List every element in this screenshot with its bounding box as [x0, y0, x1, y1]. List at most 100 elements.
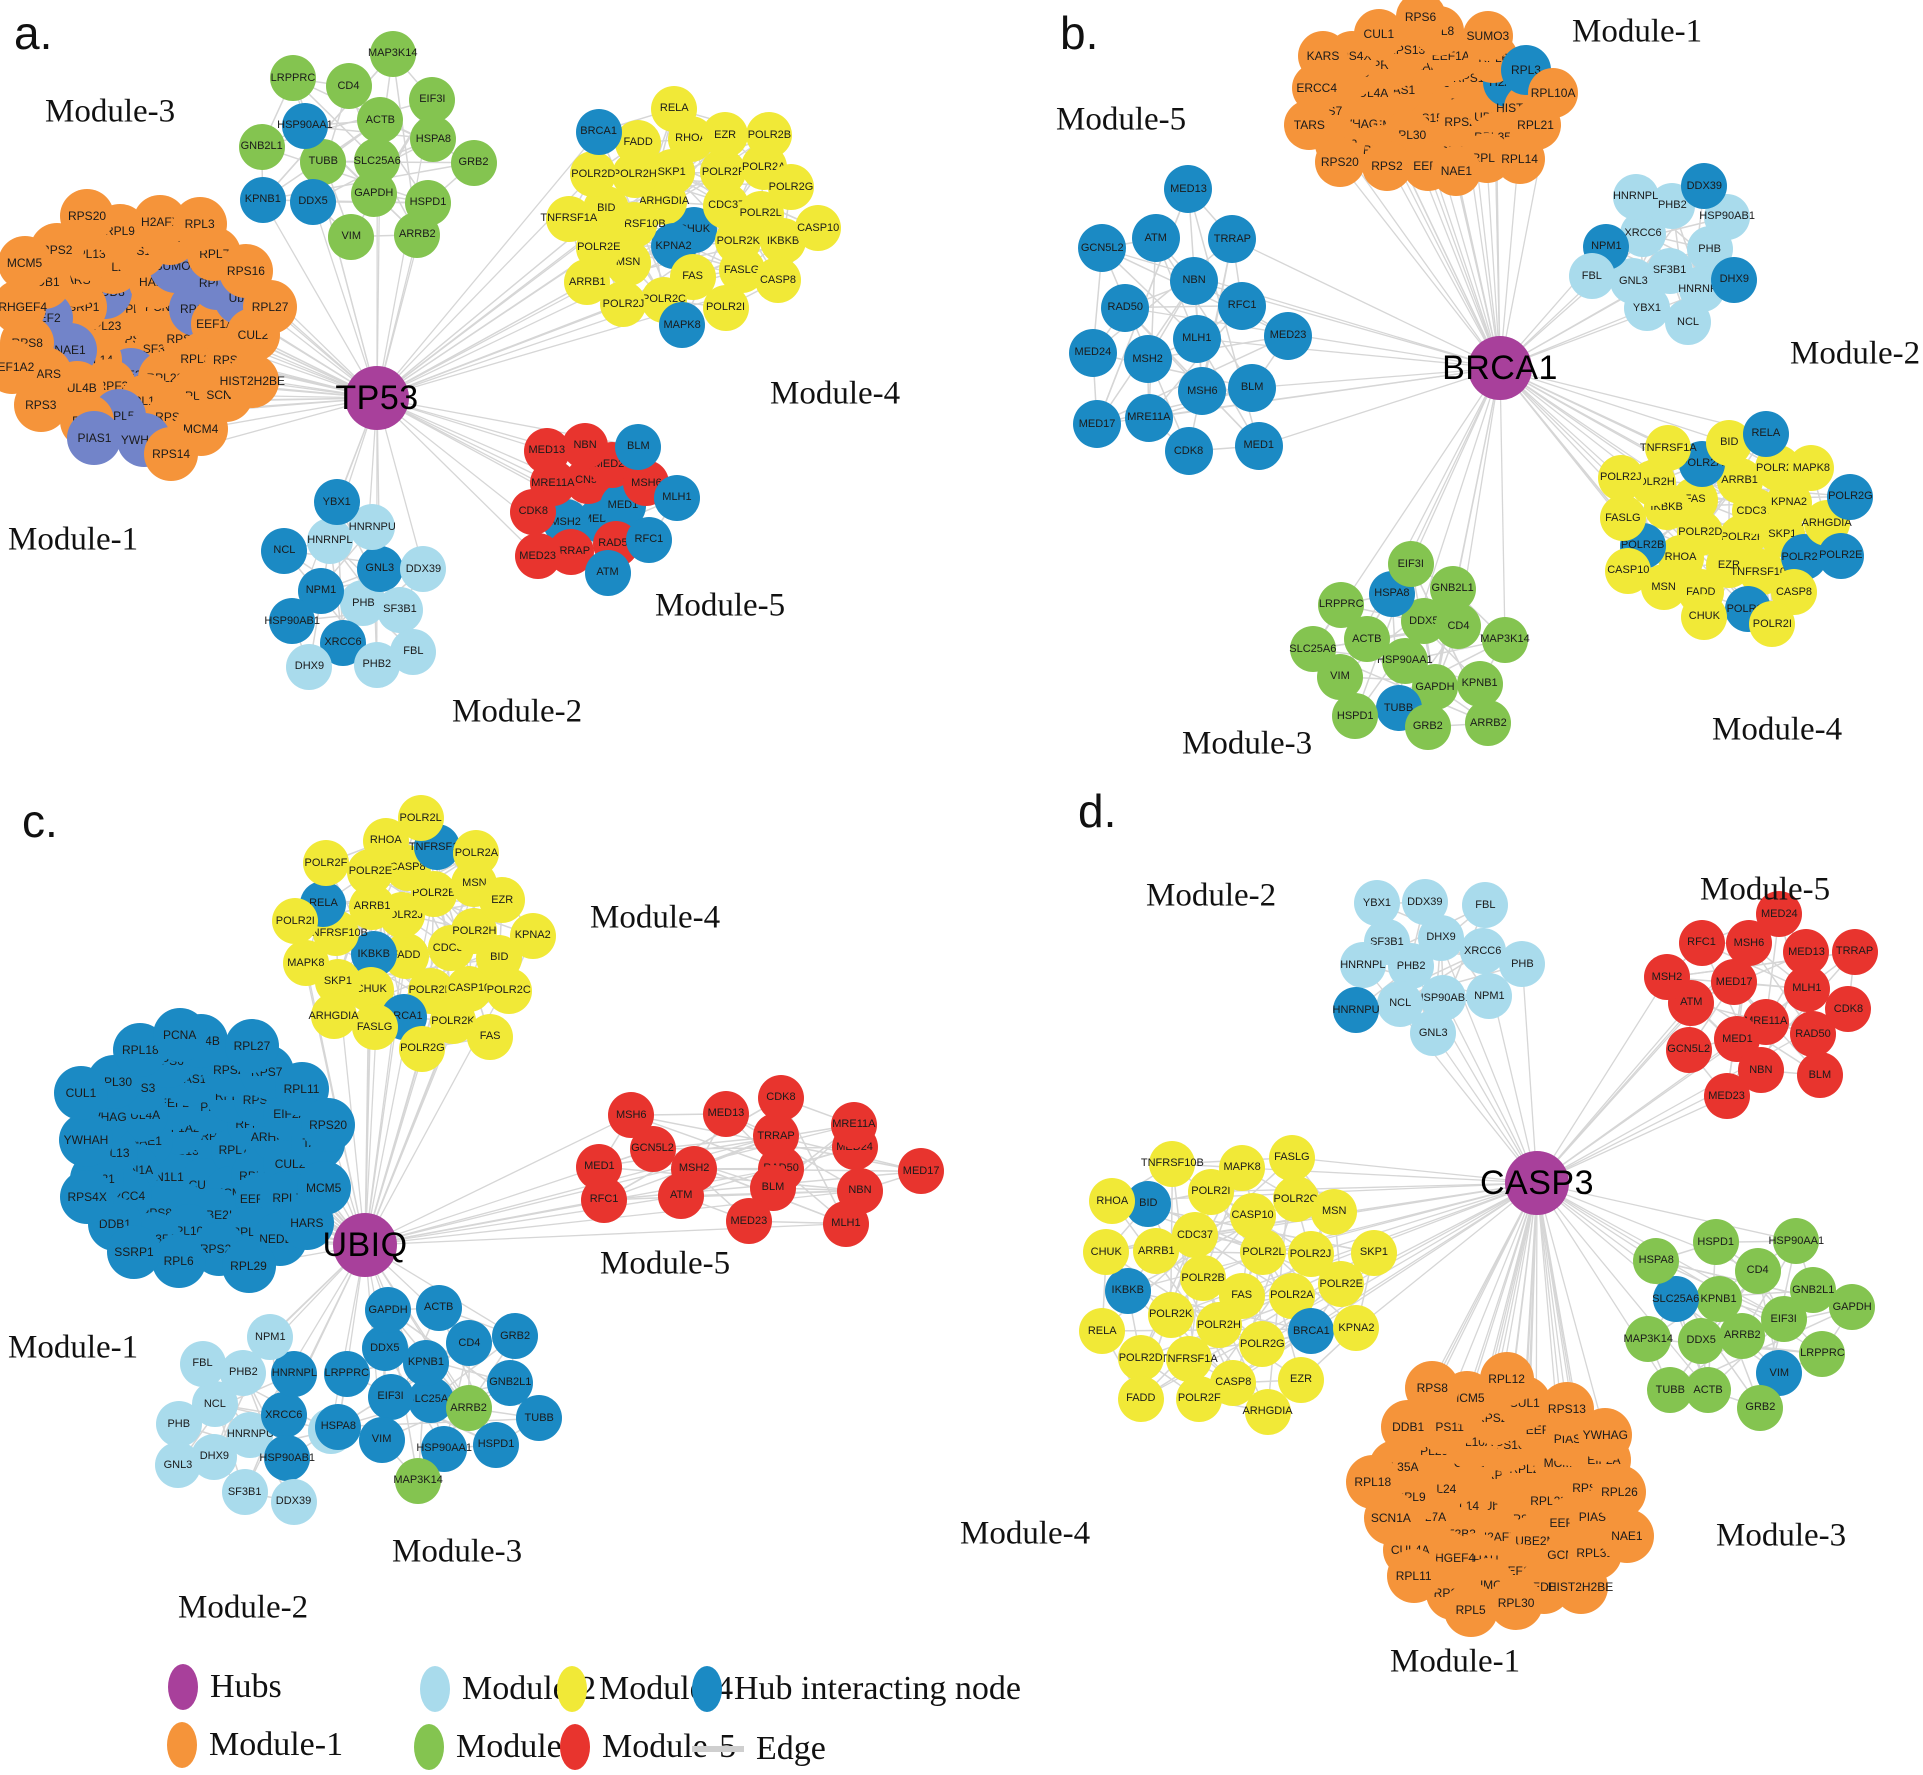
node-lrpprc[interactable]: LRPPRC [1318, 581, 1365, 628]
node-rela[interactable]: RELA [651, 85, 698, 132]
node-mre11a[interactable]: MRE11A [830, 1101, 877, 1148]
node-hist2h2be[interactable]: HIST2H2BE [1548, 1559, 1613, 1614]
node-kpnb1[interactable]: KPNB1 [1695, 1276, 1742, 1323]
node-mlh1[interactable]: MLH1 [1172, 314, 1221, 363]
node-atm[interactable]: ATM [584, 549, 631, 596]
node-actb[interactable]: ACTB [415, 1284, 462, 1331]
node-ddx5[interactable]: DDX5 [290, 178, 337, 225]
node-gapdh[interactable]: GAPDH [350, 170, 397, 217]
node-chuk[interactable]: CHUK [1681, 593, 1728, 640]
node-polr2i[interactable]: POLR2I [1749, 601, 1796, 648]
node-med13[interactable]: MED13 [523, 427, 570, 474]
node-chuk[interactable]: CHUK [1083, 1229, 1130, 1276]
node-med13[interactable]: MED13 [702, 1090, 749, 1137]
node-sf3b1[interactable]: SF3B1 [377, 586, 423, 633]
node-rfc1[interactable]: RFC1 [581, 1176, 628, 1223]
node-atm[interactable]: ATM [658, 1172, 705, 1219]
node-slc25a6[interactable]: SLC25A6 [1289, 626, 1336, 673]
node-arhgdia[interactable]: ARHGDIA [1242, 1388, 1293, 1435]
node-pcna[interactable]: PCNA [152, 1007, 207, 1062]
node-lrpprc[interactable]: LRPPRC [1799, 1330, 1846, 1377]
node-med13[interactable]: MED13 [1783, 929, 1830, 976]
node-hspd1[interactable]: HSPD1 [473, 1421, 520, 1468]
node-gapdh[interactable]: GAPDH [1829, 1284, 1876, 1331]
node-kpnb1[interactable]: KPNB1 [1456, 660, 1503, 707]
node-arhgdia[interactable]: ARHGDIA [308, 993, 359, 1040]
node-map3k14[interactable]: MAP3K14 [1480, 616, 1530, 663]
node-hspa8[interactable]: HSPA8 [315, 1403, 362, 1450]
node-cdk8[interactable]: CDK8 [1825, 986, 1872, 1033]
node-rpl11[interactable]: RPL11 [1386, 1548, 1441, 1603]
node-tnfrsf1a[interactable]: TNFRSF1A [1640, 425, 1697, 472]
node-med1[interactable]: MED1 [1234, 421, 1283, 470]
node-eif3i[interactable]: EIF3I [409, 76, 456, 123]
node-hnrnpl[interactable]: HNRNPL [306, 517, 353, 564]
node-actb[interactable]: ACTB [357, 97, 404, 144]
node-ddx39[interactable]: DDX39 [270, 1478, 317, 1525]
node-fadd[interactable]: FADD [615, 119, 662, 166]
node-kpnb1[interactable]: KPNB1 [402, 1339, 449, 1386]
node-hspa8[interactable]: HSPA8 [1633, 1237, 1680, 1284]
node-ddx5[interactable]: DDX5 [1678, 1317, 1725, 1364]
node-mcm5[interactable]: MCM5 [0, 236, 52, 291]
node-rps14[interactable]: RPS14 [144, 427, 199, 482]
node-polr2g[interactable]: POLR2G [767, 164, 814, 211]
node-ncl[interactable]: NCL [261, 527, 308, 574]
node-sf3b1[interactable]: SF3B1 [221, 1469, 268, 1516]
node-med23[interactable]: MED23 [1703, 1073, 1750, 1120]
node-rpl10a[interactable]: RPL10A [1528, 68, 1579, 119]
node-hsp90ab1[interactable]: HSP90AB1 [259, 1435, 315, 1482]
node-polr2c[interactable]: POLR2C [485, 967, 532, 1014]
node-casp10[interactable]: CASP10 [1605, 547, 1652, 594]
node-polr2e[interactable]: POLR2E [1817, 532, 1864, 579]
node-gnb2l1[interactable]: GNB2L1 [1429, 565, 1476, 612]
node-rps2[interactable]: RPS2 [1361, 141, 1412, 192]
node-tubb[interactable]: TUBB [1647, 1367, 1694, 1414]
node-rela[interactable]: RELA [1742, 410, 1789, 457]
node-vim[interactable]: VIM [358, 1416, 405, 1463]
node-nae1[interactable]: NAE1 [1599, 1509, 1654, 1564]
node-rps8[interactable]: RPS8 [1405, 1360, 1460, 1415]
node-grb2[interactable]: GRB2 [1404, 703, 1451, 750]
node-mre11a[interactable]: MRE11A [1124, 393, 1173, 442]
node-fbl[interactable]: FBL [1568, 253, 1615, 300]
node-blm[interactable]: BLM [615, 423, 662, 470]
node-dhx9[interactable]: DHX9 [286, 643, 333, 690]
node-ikbkb[interactable]: IKBKB [1104, 1267, 1151, 1314]
hub-node-ubiq[interactable]: UBIQ [322, 1213, 407, 1277]
node-med13[interactable]: MED13 [1164, 165, 1213, 214]
node-dhx9[interactable]: DHX9 [1711, 256, 1758, 303]
node-mlh1[interactable]: MLH1 [653, 474, 700, 521]
node-casp10[interactable]: CASP10 [1229, 1192, 1276, 1239]
node-polr2l[interactable]: POLR2L [397, 795, 444, 842]
node-nbn[interactable]: NBN [1170, 256, 1219, 305]
node-gnl3[interactable]: GNL3 [154, 1442, 201, 1489]
node-polr2f[interactable]: POLR2F [302, 840, 349, 887]
node-rps20[interactable]: RPS20 [60, 189, 115, 244]
node-polr2j[interactable]: POLR2J [1597, 454, 1644, 501]
node-msh6[interactable]: MSH6 [608, 1092, 655, 1139]
node-brca1[interactable]: BRCA1 [1288, 1308, 1335, 1355]
node-lrpprc[interactable]: LRPPRC [269, 55, 316, 102]
node-polr2d[interactable]: POLR2D [570, 151, 617, 198]
node-trrap[interactable]: TRRAP [1208, 215, 1257, 264]
node-arrb1[interactable]: ARRB1 [564, 259, 611, 306]
node-fbl[interactable]: FBL [390, 628, 437, 675]
node-xrcc6[interactable]: XRCC6 [260, 1392, 307, 1439]
node-rfc1[interactable]: RFC1 [1218, 281, 1267, 330]
node-rps20[interactable]: RPS20 [301, 1098, 356, 1152]
node-hsp90aa1[interactable]: HSP90AA1 [1768, 1218, 1824, 1265]
node-med23[interactable]: MED23 [725, 1198, 772, 1245]
node-fbl[interactable]: FBL [179, 1340, 226, 1387]
node-med24[interactable]: MED24 [1068, 328, 1117, 377]
node-rhoa[interactable]: RHOA [1089, 1178, 1136, 1225]
node-med17[interactable]: MED17 [1073, 400, 1122, 449]
node-polr2i[interactable]: POLR2I [702, 284, 749, 331]
node-arrb2[interactable]: ARRB2 [1465, 700, 1512, 747]
node-map3k14[interactable]: MAP3K14 [393, 1457, 443, 1504]
node-ddx39[interactable]: DDX39 [1681, 163, 1728, 210]
node-faslg[interactable]: FASLG [1599, 495, 1646, 542]
node-msh2[interactable]: MSH2 [1643, 954, 1690, 1001]
node-map3k14[interactable]: MAP3K14 [368, 30, 417, 77]
node-mlh1[interactable]: MLH1 [822, 1200, 869, 1247]
